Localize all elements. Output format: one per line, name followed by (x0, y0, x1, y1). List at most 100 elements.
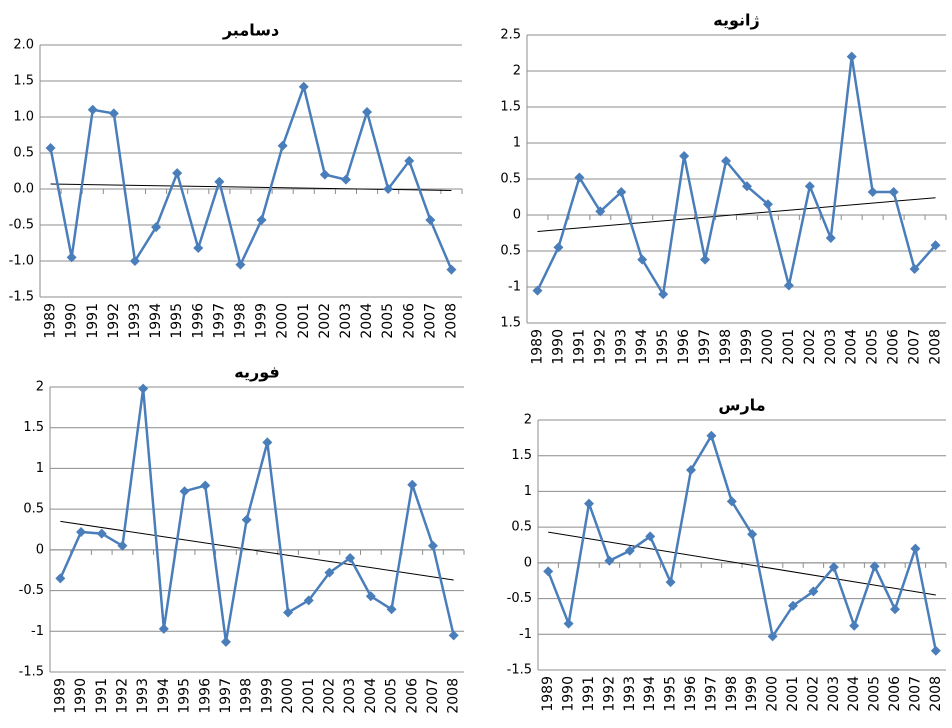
data-marker (804, 181, 815, 192)
x-tick-label: 1998 (718, 329, 734, 365)
x-tick-label: 1990 (550, 329, 566, 365)
data-marker (362, 106, 373, 117)
data-marker (193, 243, 204, 254)
data-marker (543, 566, 554, 577)
x-tick-label: 1997 (703, 676, 719, 712)
x-tick-label: 1997 (697, 329, 713, 365)
data-marker (87, 104, 98, 115)
y-tick-label: 2.0 (13, 38, 34, 53)
data-marker (446, 264, 457, 275)
x-tick-label: 2006 (404, 678, 420, 714)
x-tick-label: 2001 (785, 676, 801, 712)
x-tick-label: 1989 (52, 678, 68, 714)
data-marker (340, 174, 351, 185)
data-marker (365, 591, 376, 602)
data-marker (283, 607, 294, 618)
x-tick-label: 1995 (177, 678, 193, 714)
data-marker (158, 623, 169, 634)
y-tick-label: -1.5 (507, 663, 532, 678)
data-marker (66, 252, 77, 263)
x-tick-label: 2007 (907, 329, 923, 365)
x-tick-label: 2008 (446, 678, 462, 714)
y-tick-label: 2 (36, 380, 44, 395)
y-tick-label: 0.5 (500, 244, 521, 259)
data-marker (930, 645, 941, 656)
x-tick-label: 1994 (156, 678, 172, 714)
x-tick-label: 2005 (380, 303, 396, 339)
x-tick-label: 2007 (907, 676, 923, 712)
data-marker (563, 618, 574, 629)
x-tick-label: 1990 (64, 303, 80, 339)
x-tick-label: 2000 (280, 678, 296, 714)
x-tick-label: 1996 (197, 678, 213, 714)
x-tick-label: 1999 (259, 678, 275, 714)
y-tick-label: 1 (36, 461, 44, 476)
data-marker (179, 486, 190, 497)
y-tick-label: 1.5 (511, 448, 532, 463)
y-tick-label: 0.5 (13, 146, 34, 161)
data-marker (129, 256, 140, 266)
y-tick-label: 0 (524, 555, 532, 570)
x-tick-label: 1996 (190, 303, 206, 339)
x-tick-label: 1992 (114, 678, 130, 714)
data-marker (604, 555, 615, 566)
y-tick-label: -1.5 (9, 290, 34, 305)
y-tick-label: 0.5 (23, 502, 44, 517)
x-tick-label: 1994 (148, 303, 164, 339)
y-tick-label: 1.5 (500, 316, 521, 331)
y-tick-label: 2.5 (500, 28, 521, 43)
data-marker (808, 586, 819, 597)
y-tick-label: -1.0 (9, 254, 34, 269)
x-tick-label: 2006 (886, 329, 902, 365)
x-tick-label: 2004 (363, 678, 379, 714)
data-marker (624, 545, 635, 556)
data-marker (553, 242, 564, 253)
x-tick-label: 1998 (724, 676, 740, 712)
data-marker (574, 172, 585, 183)
data-marker (679, 150, 690, 161)
data-marker (324, 567, 335, 578)
y-tick-label: 2 (513, 64, 521, 79)
data-marker (909, 264, 920, 274)
x-tick-label: 1998 (239, 678, 255, 714)
x-tick-label: 2001 (296, 303, 312, 339)
chart-title: دسامبر (222, 21, 279, 40)
data-marker (220, 636, 231, 647)
data-marker (686, 465, 696, 475)
data-marker (172, 168, 183, 179)
data-marker (747, 529, 758, 540)
data-marker (55, 573, 66, 584)
y-tick-label: -0.5 (507, 591, 532, 606)
data-marker (448, 630, 459, 641)
x-tick-label: 1998 (232, 303, 248, 339)
x-tick-label: 1999 (739, 329, 755, 365)
x-tick-label: 2002 (802, 329, 818, 365)
data-marker (869, 561, 880, 572)
x-tick-label: 1993 (613, 329, 629, 365)
x-tick-label: 1993 (127, 303, 143, 339)
x-tick-label: 1990 (73, 678, 89, 714)
data-marker (888, 186, 899, 197)
x-tick-label: 1995 (655, 329, 671, 365)
x-tick-label: 2007 (422, 303, 438, 339)
y-tick-label: 0 (36, 542, 44, 557)
data-marker (658, 289, 669, 300)
data-marker (96, 528, 107, 539)
x-tick-label: 1996 (676, 329, 692, 365)
y-tick-label: 0.5 (500, 172, 521, 187)
x-tick-label: 1989 (43, 303, 59, 339)
data-marker (595, 206, 606, 217)
data-marker (200, 480, 211, 491)
data-marker (407, 479, 418, 490)
data-marker (532, 285, 543, 296)
data-marker (427, 540, 438, 551)
data-line (49, 82, 453, 271)
y-tick-label: 1.5 (23, 420, 44, 435)
data-marker (828, 562, 839, 573)
data-marker (930, 240, 941, 251)
data-marker (867, 186, 878, 197)
x-tick-label: 2005 (384, 678, 400, 714)
x-tick-label: 2003 (823, 329, 839, 365)
data-marker (425, 214, 436, 225)
x-tick-label: 1994 (634, 329, 650, 365)
